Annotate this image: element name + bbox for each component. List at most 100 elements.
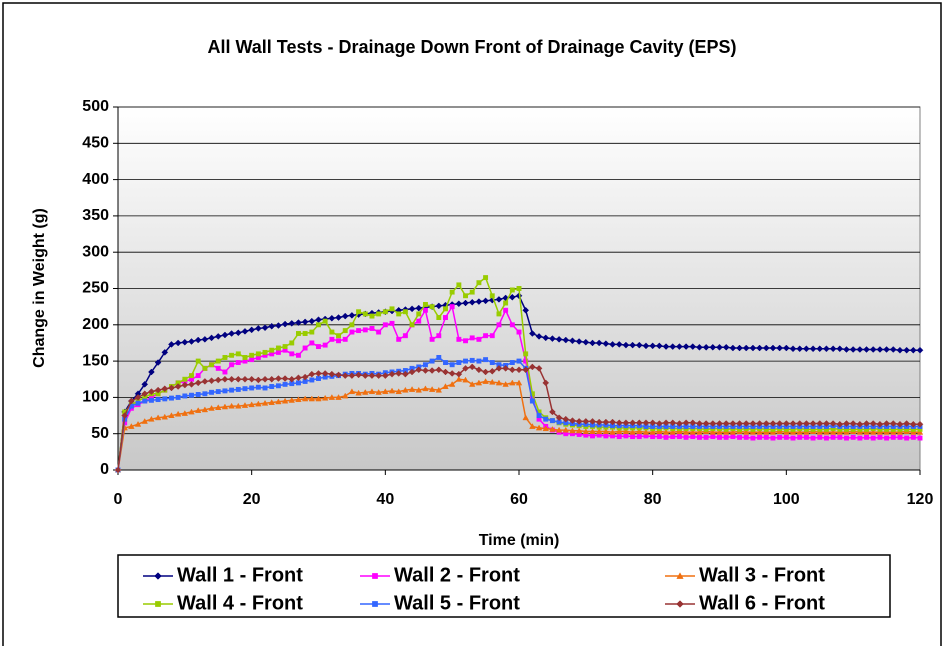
data-point	[355, 389, 362, 396]
data-point	[535, 424, 543, 431]
data-point	[590, 433, 595, 439]
data-point	[322, 342, 328, 348]
x-tick-label: 40	[376, 491, 394, 508]
data-point	[162, 396, 168, 402]
data-point	[595, 339, 603, 347]
data-point	[616, 428, 623, 434]
legend-marker	[676, 600, 684, 608]
data-point	[222, 355, 228, 360]
data-point	[663, 434, 669, 440]
data-point	[402, 333, 408, 339]
data-point	[342, 392, 349, 399]
data-point	[175, 394, 181, 400]
data-point	[736, 344, 743, 352]
data-point	[696, 420, 703, 427]
data-point	[823, 420, 830, 427]
data-point	[368, 388, 376, 395]
data-point	[148, 368, 155, 376]
data-point	[135, 400, 141, 406]
data-point	[869, 428, 877, 435]
data-point	[656, 434, 662, 440]
data-point	[448, 370, 456, 377]
data-point	[408, 386, 416, 392]
data-point	[289, 351, 295, 357]
data-point	[428, 367, 436, 374]
data-point	[422, 367, 429, 374]
data-point	[689, 428, 696, 435]
data-point	[141, 380, 149, 388]
data-point	[335, 394, 342, 400]
data-point	[388, 370, 396, 378]
data-point	[234, 329, 242, 337]
data-point	[496, 322, 502, 328]
data-point	[669, 343, 677, 350]
data-point	[289, 340, 295, 346]
data-point	[516, 358, 522, 364]
data-point	[402, 386, 409, 393]
data-point	[228, 375, 235, 383]
data-point	[443, 306, 448, 312]
data-point	[762, 344, 770, 352]
data-point	[429, 336, 435, 342]
data-point	[709, 428, 717, 435]
data-point	[221, 403, 229, 410]
data-point	[756, 420, 763, 427]
data-point	[415, 386, 422, 393]
data-point	[295, 319, 302, 326]
data-point	[864, 434, 869, 440]
data-point	[642, 342, 650, 350]
data-point	[516, 286, 522, 291]
data-point	[515, 366, 523, 374]
data-point	[234, 375, 242, 383]
data-point	[475, 366, 483, 374]
data-point	[328, 370, 336, 378]
data-point	[429, 358, 435, 364]
data-point	[890, 434, 896, 440]
data-point	[710, 434, 716, 440]
data-point	[662, 419, 670, 427]
data-point	[248, 375, 256, 383]
data-point	[181, 410, 189, 416]
data-point	[896, 346, 904, 354]
data-point	[575, 427, 583, 434]
data-point	[916, 420, 924, 428]
data-point	[428, 386, 436, 392]
data-point	[629, 428, 636, 435]
data-point	[722, 428, 730, 435]
data-point	[321, 394, 329, 401]
data-point	[889, 346, 897, 353]
data-point	[503, 300, 509, 306]
data-point	[396, 336, 402, 342]
data-point	[717, 434, 722, 440]
data-point	[456, 336, 462, 342]
data-point	[229, 387, 235, 393]
x-tick-label: 120	[907, 491, 934, 508]
data-point	[777, 434, 783, 440]
data-point	[642, 419, 650, 427]
data-point	[816, 428, 823, 435]
legend	[117, 554, 891, 618]
data-point	[917, 435, 923, 441]
y-tick-label: 450	[82, 135, 109, 152]
data-point	[702, 343, 710, 351]
data-point	[455, 375, 463, 382]
data-point	[449, 362, 455, 368]
data-point	[482, 378, 489, 384]
data-point	[542, 425, 549, 432]
data-point	[355, 371, 362, 379]
data-point	[909, 420, 917, 428]
data-point	[321, 370, 329, 377]
data-point	[622, 428, 630, 434]
data-point	[743, 434, 749, 440]
x-axis-title: Time (min)	[479, 532, 560, 549]
data-point	[716, 343, 723, 351]
data-point	[201, 335, 209, 343]
data-point	[469, 357, 475, 363]
data-point	[696, 343, 703, 351]
data-point	[356, 328, 362, 334]
data-point	[523, 358, 529, 364]
data-point	[582, 428, 590, 434]
data-point	[208, 377, 215, 385]
data-point	[575, 338, 583, 345]
data-point	[209, 389, 215, 395]
